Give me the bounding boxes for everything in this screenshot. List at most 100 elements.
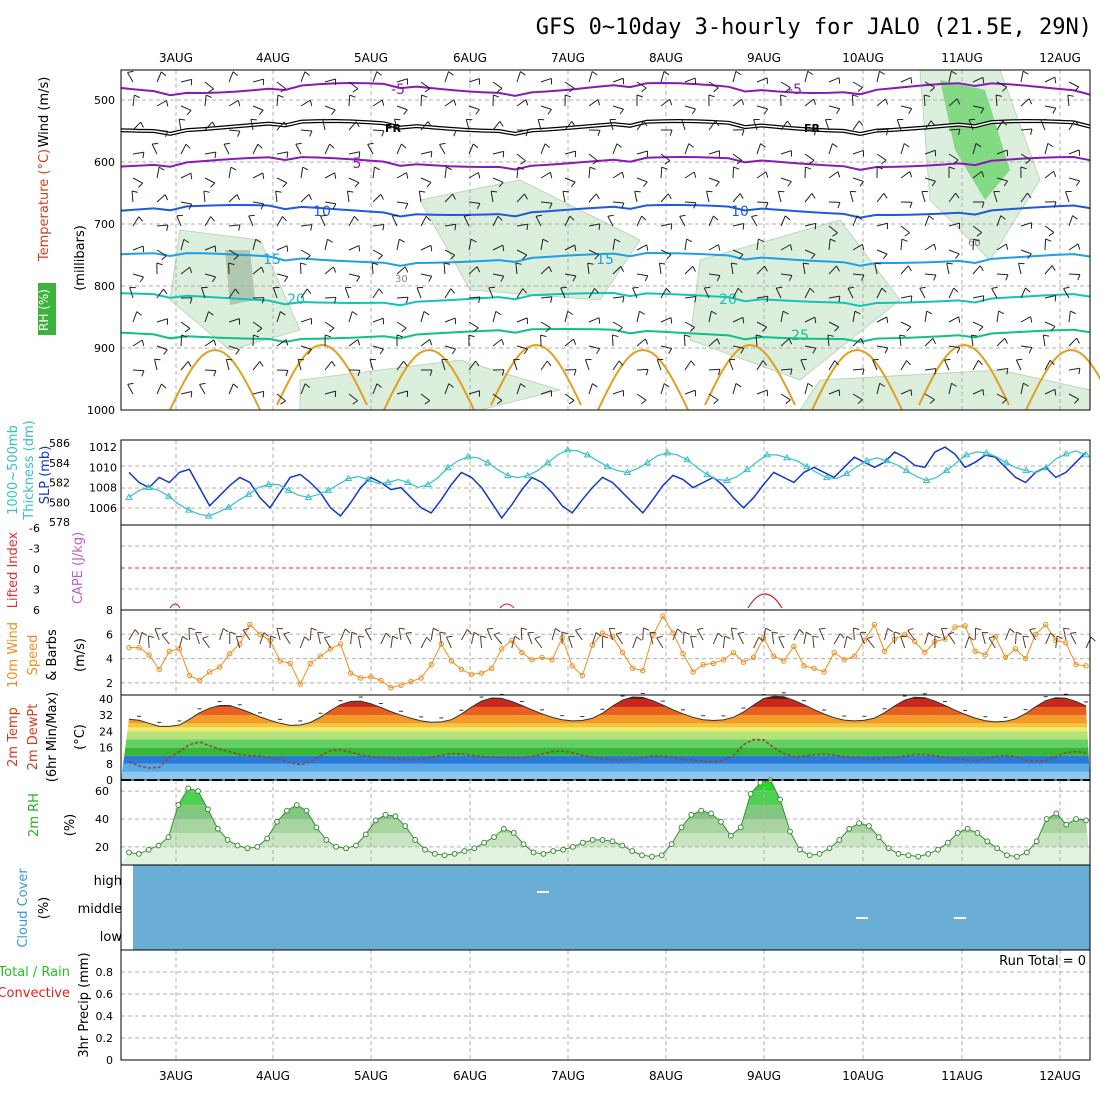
upper-wind-barb — [516, 383, 522, 395]
upper-wind-barb — [706, 191, 710, 203]
rh-contour-label: 60 — [968, 238, 981, 249]
upper-wind-barb-flag — [428, 276, 433, 282]
slp-label: SLP (mb) — [38, 446, 53, 505]
upper-wind-barb-flag — [903, 143, 910, 148]
upper-wind-barb-flag — [286, 245, 289, 252]
upper-wind-barb — [708, 368, 721, 371]
upper-wind-barb — [684, 77, 696, 83]
upper-wind-barb — [444, 249, 455, 256]
upper-wind-barb-flag — [347, 190, 354, 193]
rh-point — [984, 838, 991, 845]
wind-speed-point — [1063, 640, 1069, 646]
wind-speed-point — [126, 644, 132, 651]
rh-point — [135, 850, 142, 857]
upper-wind-barb — [228, 249, 239, 257]
upper-wind-barb-flag — [286, 151, 289, 158]
wind-speed-point — [629, 665, 636, 671]
upper-wind-barb-flag — [158, 166, 165, 171]
wind-barb-flag — [615, 631, 622, 635]
upper-wind-barb-flag — [517, 166, 524, 170]
upper-wind-barb-flag — [847, 286, 855, 289]
thickness-point — [364, 475, 373, 483]
upper-wind-barb-flag — [973, 238, 980, 242]
upper-wind-barb — [463, 215, 470, 227]
upper-wind-barb — [804, 222, 816, 227]
upper-wind-barb-flag — [280, 400, 286, 405]
pressure-tick-label: 900 — [94, 342, 115, 355]
upper-wind-barb — [132, 151, 144, 155]
upper-wind-barb — [1068, 243, 1079, 251]
rh-point — [1083, 817, 1089, 824]
upper-wind-barb-flag — [976, 232, 983, 237]
upper-wind-barb — [852, 368, 864, 371]
upper-wind-barb-flag — [953, 159, 959, 165]
upper-wind-barb — [732, 166, 735, 179]
upper-wind-barb — [708, 338, 718, 347]
upper-wind-barb — [490, 191, 494, 203]
rh-point — [283, 807, 290, 814]
upper-wind-barb — [996, 120, 1004, 131]
upper-wind-barb — [324, 172, 335, 179]
upper-wind-barb — [924, 215, 930, 227]
rh-point — [501, 825, 507, 832]
upper-wind-barb — [588, 288, 595, 299]
upper-wind-barb — [156, 249, 167, 257]
upper-wind-barb-flag — [257, 143, 263, 149]
upper-wind-barb — [684, 265, 694, 275]
upper-wind-barb — [564, 215, 571, 227]
upper-wind-barb-flag — [399, 238, 405, 243]
upper-wind-barb-flag — [280, 311, 286, 316]
upper-wind-barb-flag — [665, 288, 671, 294]
upper-wind-barb — [876, 249, 888, 255]
wind-barb — [511, 636, 516, 649]
isotherm-line — [120, 81, 1091, 97]
upper-wind-barb-flag — [310, 224, 313, 231]
rh-point — [639, 852, 645, 859]
thickness-point — [424, 480, 432, 487]
upper-wind-barb-flag — [208, 88, 214, 93]
rh-point — [964, 825, 971, 832]
upper-wind-barb — [684, 321, 695, 328]
rh-point — [441, 852, 448, 859]
date-label-bottom: 10AUG — [842, 1069, 884, 1083]
upper-wind-barb-flag — [327, 238, 333, 243]
wind-barb — [730, 628, 734, 641]
wind-speed-point — [418, 675, 424, 681]
upper-wind-barb — [372, 99, 383, 107]
upper-wind-barb-flag — [439, 142, 446, 145]
upper-wind-barb — [968, 119, 974, 131]
upper-wind-barb — [780, 150, 792, 155]
wind-barb-flag — [514, 635, 521, 640]
upper-wind-barb-flag — [908, 108, 913, 114]
li-tick-label: 3 — [33, 584, 40, 597]
upper-wind-barb — [276, 216, 283, 227]
rh-point — [895, 850, 902, 857]
upper-wind-barb — [540, 201, 552, 204]
thickness-point — [444, 463, 452, 471]
upper-wind-barb-flag — [421, 94, 428, 98]
upper-wind-barb-flag — [190, 391, 193, 398]
upper-wind-barb-flag — [188, 203, 193, 210]
wind-barb — [672, 628, 678, 641]
li-tick-label: 0 — [33, 563, 40, 576]
upper-wind-barb-flag — [995, 94, 1002, 97]
upper-wind-barb — [996, 243, 1007, 251]
upper-wind-barb-flag — [832, 143, 838, 148]
upper-wind-barb — [276, 121, 285, 131]
date-label-bottom: 4AUG — [256, 1069, 290, 1083]
upper-wind-barb — [439, 144, 446, 155]
rh-point — [905, 852, 912, 859]
upper-wind-barb-flag — [549, 202, 553, 209]
upper-wind-barb — [156, 71, 162, 83]
upper-frame — [120, 69, 1091, 411]
upper-wind-barb-flag — [464, 214, 471, 217]
upper-wind-barb — [828, 360, 836, 371]
upper-wind-barb-flag — [525, 99, 529, 106]
upper-wind-barb — [492, 338, 502, 347]
upper-wind-barb — [852, 215, 858, 227]
thickness-point — [902, 466, 911, 474]
upper-wind-barb — [684, 143, 690, 155]
upper-wind-barb — [588, 345, 600, 350]
upper-wind-barb — [444, 71, 450, 83]
upper-wind-barb — [948, 345, 960, 349]
